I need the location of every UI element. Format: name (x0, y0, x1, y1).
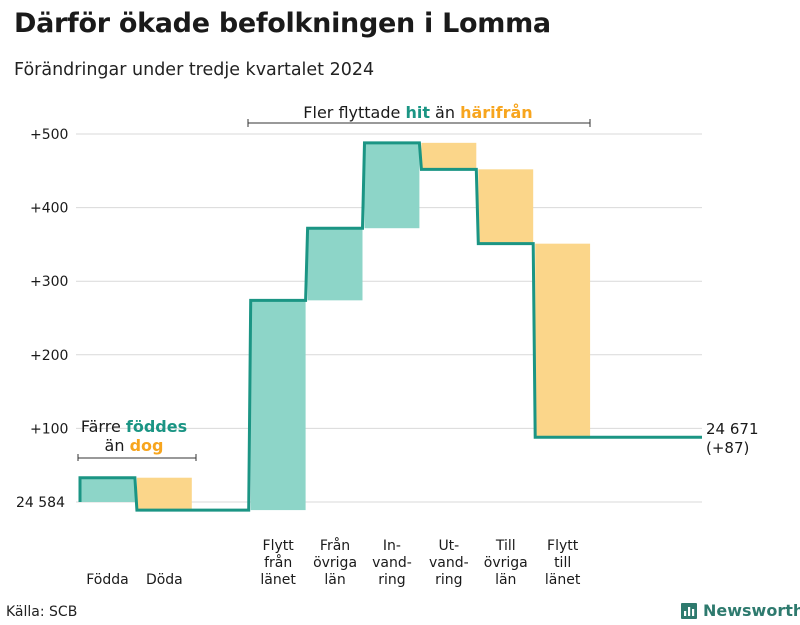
category-label: övriga (484, 555, 528, 571)
waterfall-bar-utvandring (421, 142, 477, 170)
annotation-natural-fodda: föddes (126, 417, 187, 436)
category-label: Till (495, 538, 516, 554)
annotation-natural-line2-prefix: än (105, 436, 130, 455)
waterfall-bar-födda (80, 477, 135, 502)
category-label: vand- (372, 555, 412, 571)
category-label: från (264, 554, 292, 571)
annotation-migration-hit: hit (405, 103, 430, 122)
waterfall-bar-från-övriga-län (307, 228, 363, 301)
waterfall-bar-till-övriga-län (478, 169, 534, 244)
category-label: vand- (429, 555, 469, 571)
baseline-label: 24 584 (16, 495, 65, 511)
end-change-label: (+87) (706, 439, 749, 457)
newsworthy-logo: Newsworthy (680, 601, 800, 620)
annotation-migration-middle: än (430, 103, 460, 122)
bar-layer (80, 142, 591, 511)
annotation-natural-line1: Färre föddes (81, 417, 187, 436)
brand-name: Newsworthy (703, 601, 800, 620)
category-label: In- (383, 538, 401, 554)
category-label: länet (545, 572, 581, 588)
label-layer: +100 +200 +300 +400 +500 24 584 Födda Döda Flytt… (16, 127, 759, 588)
waterfall-bar-flytt-från-länet (250, 300, 306, 511)
category-label: ring (378, 572, 405, 588)
annotation-natural-bracket (77, 454, 197, 461)
category-label: till (554, 555, 571, 571)
category-label: län (495, 572, 516, 588)
category-label: länet (260, 572, 296, 588)
category-label: ring (435, 572, 462, 588)
annotation-migration-text: Fler flyttade hit än härifrån (303, 103, 532, 122)
waterfall-bar-flytt-till-länet (535, 243, 591, 438)
annotation-natural-prefix: Färre (81, 417, 126, 436)
bar-chart-logo-icon (681, 602, 697, 619)
annotation-migration-harifran: härifrån (460, 103, 533, 122)
source-label: Källa: SCB (6, 604, 78, 620)
category-label: Ut- (438, 538, 459, 554)
end-value-label: 24 671 (706, 420, 759, 438)
line-layer (78, 141, 702, 512)
category-label: Födda (86, 572, 128, 588)
annotation-natural-change: Färre föddes än dog (77, 417, 197, 461)
annotation-migration-prefix: Fler flyttade (303, 103, 405, 122)
category-label: Flytt (263, 538, 295, 554)
category-label: övriga (313, 555, 357, 571)
y-tick-label: +200 (30, 348, 68, 364)
y-tick-label: +400 (30, 201, 68, 217)
y-tick-label: +300 (30, 274, 68, 290)
annotation-natural-line2: än dog (105, 436, 164, 455)
category-label: Flytt (547, 538, 579, 554)
annotation-migration: Fler flyttade hit än härifrån (247, 103, 591, 127)
category-label: Från (320, 537, 350, 554)
annotation-natural-doda: dog (130, 436, 164, 455)
y-tick-label: +100 (30, 421, 68, 437)
cumulative-step-line (78, 141, 702, 512)
waterfall-bar-invandring (364, 142, 420, 229)
chart-title: Därför ökade befolkningen i Lomma (14, 8, 551, 39)
annotation-migration-bracket (247, 119, 591, 127)
waterfall-bar-döda (136, 477, 192, 511)
y-tick-label: +500 (30, 127, 68, 143)
category-label: Döda (146, 572, 183, 588)
chart-subtitle: Förändringar under tredje kvartalet 2024 (14, 60, 375, 80)
category-label: län (324, 572, 345, 588)
